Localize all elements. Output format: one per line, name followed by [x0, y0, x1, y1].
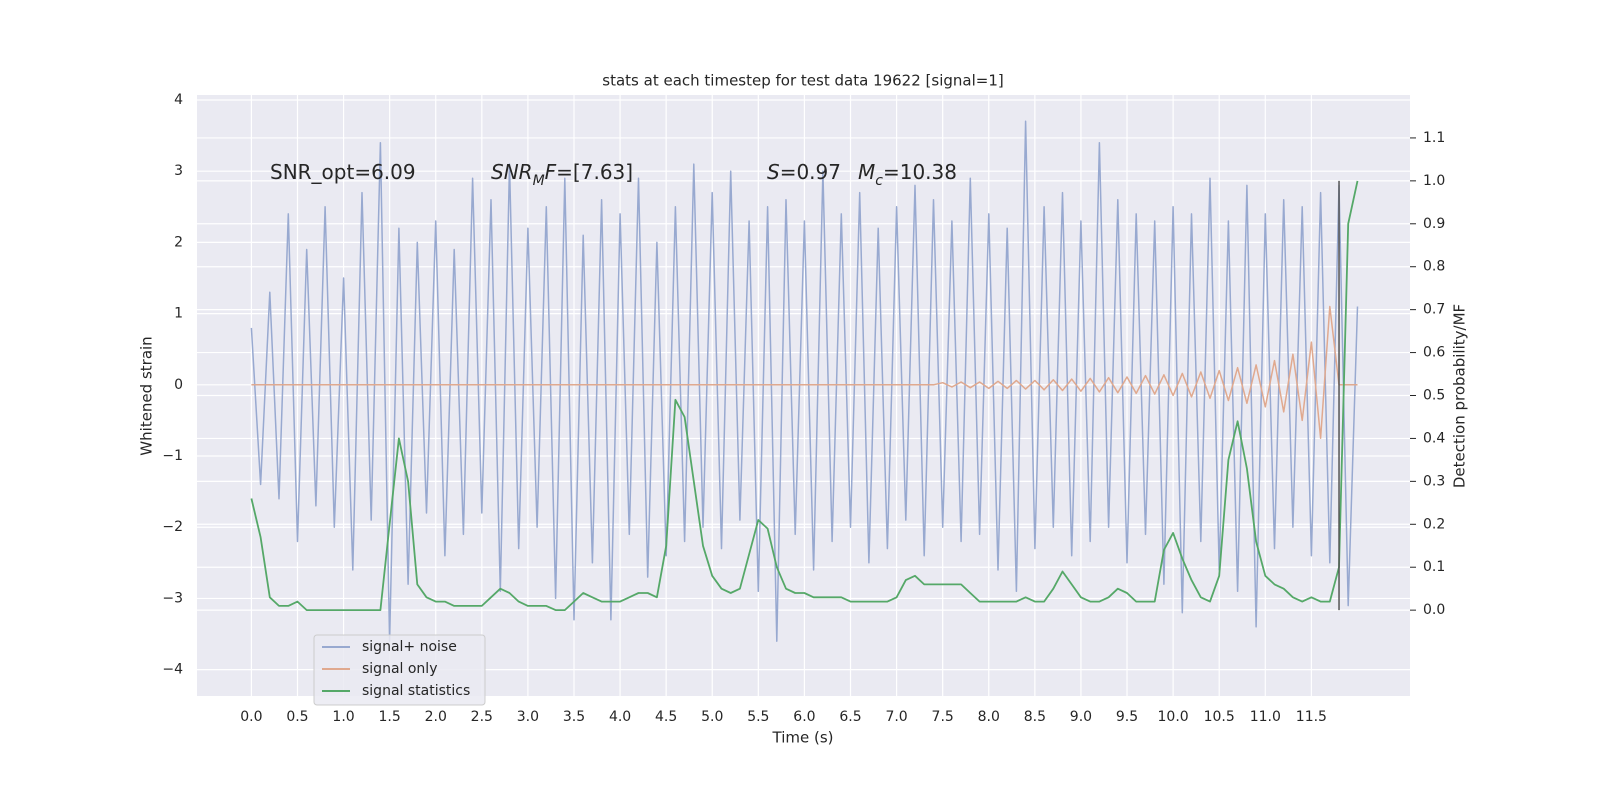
annotation: SNRMF=[7.63] [491, 160, 633, 190]
series-line [250, 180, 1359, 611]
annotation-part: F [545, 160, 557, 184]
legend-label: signal only [362, 661, 437, 677]
y2-tick-label: 0.6 [1423, 345, 1445, 361]
y-tick-label: −1 [162, 448, 183, 464]
annotation: S=0.97 [767, 160, 841, 184]
annotation-part: =10.38 [883, 160, 957, 184]
y-tick-label: 0 [174, 377, 183, 393]
y-tick-label: −2 [162, 519, 183, 535]
x-tick-label: 9.0 [1070, 709, 1092, 725]
annotation-part: =[7.63] [556, 160, 633, 184]
x-tick-label: 1.0 [332, 709, 354, 725]
y2-tick-label: 1.1 [1423, 130, 1445, 146]
y2-tick-label: 0.0 [1423, 602, 1445, 618]
x-tick-label: 0.0 [240, 709, 262, 725]
x-tick-label: 5.5 [747, 709, 769, 725]
x-tick-label: 2.0 [425, 709, 447, 725]
y2-axis-label: Detection probability/MF [1451, 304, 1469, 488]
y2-tick-label: 0.7 [1423, 302, 1445, 318]
y-tick-label: −3 [162, 590, 183, 606]
annotation-part: M [858, 160, 875, 184]
x-tick-label: 4.5 [655, 709, 677, 725]
x-tick-label: 7.0 [885, 709, 907, 725]
y2-tick-label: 0.4 [1423, 430, 1445, 446]
x-tick-label: 0.5 [286, 709, 308, 725]
legend-label: signal+ noise [362, 639, 457, 655]
x-tick-label: 3.5 [563, 709, 585, 725]
x-tick-label: 7.5 [932, 709, 954, 725]
legend-label: signal statistics [362, 683, 470, 699]
x-tick-label: 9.5 [1116, 709, 1138, 725]
x-tick-label: 4.0 [609, 709, 631, 725]
x-tick-label: 11.0 [1250, 709, 1281, 725]
annotation-part: SNR [491, 160, 533, 184]
x-tick-label: 5.0 [701, 709, 723, 725]
y2-tick-label: 0.2 [1423, 516, 1445, 532]
annotation: Mc=10.38 [858, 160, 957, 190]
y-tick-label: 3 [174, 163, 183, 179]
x-tick-label: 10.5 [1204, 709, 1235, 725]
y-tick-label: 4 [174, 92, 183, 108]
y2-tick-label: 0.9 [1423, 216, 1445, 232]
x-tick-label: 8.0 [978, 709, 1000, 725]
x-axis-label: Time (s) [772, 729, 834, 747]
annotation: SNR_opt=6.09 [270, 160, 416, 184]
y2-tick-label: 0.1 [1423, 559, 1445, 575]
y-axis-label: Whitened strain [138, 336, 156, 455]
annotation-part: SNR_opt=6.09 [270, 160, 416, 184]
x-tick-label: 8.5 [1024, 709, 1046, 725]
y2-tick-label: 0.5 [1423, 388, 1445, 404]
x-tick-label: 3.0 [517, 709, 539, 725]
x-tick-label: 6.5 [839, 709, 861, 725]
x-tick-label: 11.5 [1296, 709, 1327, 725]
y-tick-label: 1 [174, 306, 183, 322]
x-tick-label: 6.0 [793, 709, 815, 725]
annotation-part: =0.97 [780, 160, 841, 184]
y-tick-label: 2 [174, 234, 183, 250]
x-tick-label: 2.5 [471, 709, 493, 725]
x-tick-label: 1.5 [379, 709, 401, 725]
legend-box [313, 634, 486, 706]
x-tick-label: 10.0 [1158, 709, 1189, 725]
y-tick-label: −4 [162, 662, 183, 678]
y2-tick-label: 1.0 [1423, 173, 1445, 189]
series-line [250, 120, 1359, 642]
series-line [251, 305, 1358, 439]
y2-tick-label: 0.8 [1423, 259, 1445, 275]
annotation-part: S [767, 160, 780, 184]
y2-tick-label: 0.3 [1423, 473, 1445, 489]
chart-title: stats at each timestep for test data 196… [602, 72, 1003, 90]
annotation-part: c [875, 173, 883, 189]
annotation-part: M [533, 173, 545, 189]
